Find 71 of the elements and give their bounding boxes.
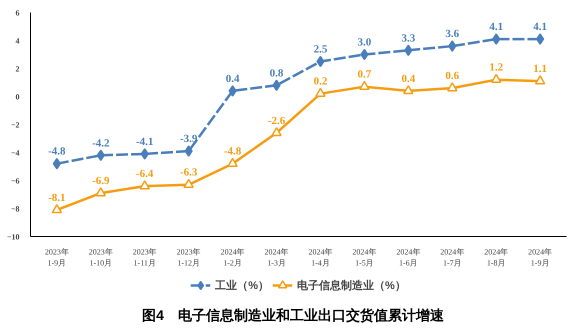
- text: 图4 电子信息制造业和工业出口交货值累计增速: [142, 306, 444, 325]
- point: [52, 204, 62, 214]
- data-label: -8.1: [48, 192, 66, 204]
- y-tick-label: −10: [6, 232, 20, 242]
- y-tick-label: 4: [16, 36, 20, 46]
- legend-label: 电子信息制造业（%）: [297, 278, 406, 292]
- data-label: 0.8: [270, 67, 284, 80]
- data-label: -2.6: [268, 114, 286, 127]
- data-label: 3.3: [401, 32, 416, 44]
- data-label: 1.2: [489, 62, 504, 74]
- point: [140, 148, 149, 160]
- data-label: -4.1: [136, 136, 154, 148]
- point: [96, 187, 106, 196]
- y-tick-label: −2: [10, 120, 20, 130]
- legend-label: 工业（%）: [215, 278, 269, 292]
- y-tick-label: 0: [16, 92, 20, 102]
- x-tick-label: 2024年 1-8月: [484, 248, 508, 268]
- data-label: 3.0: [358, 36, 372, 48]
- data-label: 1.1: [533, 63, 548, 76]
- data-label: 4.1: [533, 21, 548, 34]
- data-label: -4.8: [48, 146, 66, 158]
- y-tick-label: −8: [10, 204, 20, 214]
- y-tick-label: −6: [10, 176, 20, 186]
- x-tick-label: 2024年 1-4月: [308, 248, 332, 268]
- point: [184, 145, 193, 157]
- x-tick-label: 2023年 1-11月: [132, 248, 157, 268]
- data-label: -6.9: [92, 175, 110, 188]
- y-tick-label: 2: [16, 64, 20, 74]
- point: [447, 82, 458, 92]
- data-label: -6.3: [180, 166, 198, 179]
- x-tick-label: 2024年 1-5月: [352, 248, 376, 268]
- x-tick-label: 2023年 1-9月: [44, 248, 69, 268]
- x-tick-label: 2023年 1-10月: [88, 248, 113, 268]
- point: [52, 158, 61, 170]
- data-label: -6.4: [136, 168, 154, 180]
- y-tick-label: 6: [16, 8, 20, 18]
- point: [492, 33, 500, 45]
- point: [534, 75, 546, 84]
- data-label: 0.4: [226, 72, 240, 85]
- point: [536, 33, 544, 45]
- y-tick-label: −4: [10, 148, 20, 158]
- point: [316, 56, 325, 68]
- x-tick-label: 2024年 1-7月: [440, 248, 464, 268]
- point: [359, 80, 370, 90]
- point: [360, 48, 368, 60]
- data-label: 0.4: [401, 72, 416, 85]
- data-label: 0.6: [445, 70, 460, 82]
- data-label: 0.2: [314, 76, 328, 88]
- data-label: 2.5: [314, 44, 328, 56]
- point: [227, 158, 238, 168]
- point: [228, 85, 237, 97]
- point: [315, 88, 326, 98]
- point: [403, 84, 414, 94]
- data-label: 4.1: [489, 21, 504, 34]
- x-tick-label: 2024年 1-3月: [264, 248, 289, 268]
- point: [272, 80, 281, 92]
- x-tick-label: 2024年 1-2月: [220, 248, 245, 268]
- point: [271, 126, 282, 136]
- x-tick-label: 2023年 1-12月: [176, 248, 201, 268]
- point: [139, 180, 150, 190]
- point: [404, 44, 412, 56]
- point: [96, 150, 105, 162]
- x-tick-label: 2024年 1-6月: [396, 248, 420, 268]
- data-label: 3.6: [445, 28, 460, 40]
- x-tick-label: 2024年 1-9月: [528, 248, 552, 268]
- data-label: -4.8: [224, 146, 242, 158]
- data-label: -4.2: [92, 137, 110, 150]
- point: [490, 74, 502, 84]
- point: [183, 178, 194, 188]
- point: [448, 40, 456, 52]
- data-label: 0.7: [358, 68, 372, 81]
